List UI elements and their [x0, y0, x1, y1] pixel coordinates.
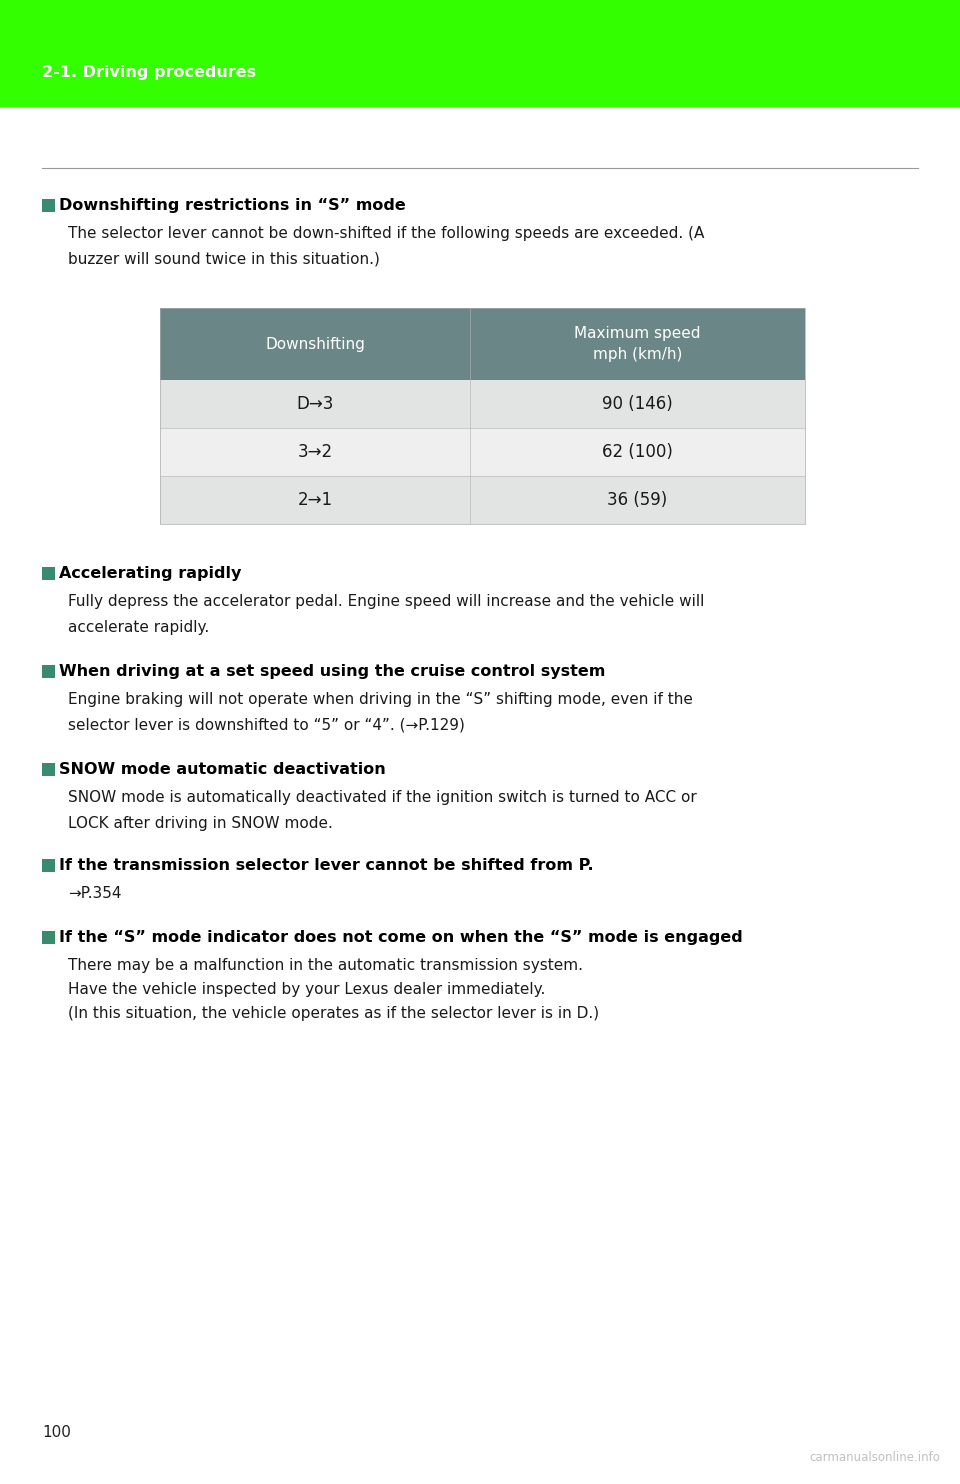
Text: There may be a malfunction in the automatic transmission system.
Have the vehicl: There may be a malfunction in the automa…	[68, 959, 599, 1021]
Bar	[42, 199, 55, 212]
Text: carmanualsonline.info: carmanualsonline.info	[809, 1451, 940, 1465]
Text: 62 (100): 62 (100)	[602, 444, 673, 462]
Text: Maximum speed
mph (km/h): Maximum speed mph (km/h)	[574, 326, 701, 362]
Text: Accelerating rapidly: Accelerating rapidly	[59, 565, 241, 582]
Text: If the “S” mode indicator does not come on when the “S” mode is engaged: If the “S” mode indicator does not come …	[59, 930, 743, 945]
Bar	[42, 665, 55, 678]
Bar	[42, 930, 55, 944]
Text: 2→1: 2→1	[298, 491, 332, 509]
Text: 36 (59): 36 (59)	[608, 491, 667, 509]
Bar	[42, 567, 55, 580]
Text: 2-1. Driving procedures: 2-1. Driving procedures	[42, 65, 256, 80]
Text: The selector lever cannot be down-shifted if the following speeds are exceeded. : The selector lever cannot be down-shifte…	[68, 226, 705, 267]
Text: Fully depress the accelerator pedal. Engine speed will increase and the vehicle : Fully depress the accelerator pedal. Eng…	[68, 594, 705, 635]
Text: If the transmission selector lever cannot be shifted from P.: If the transmission selector lever canno…	[59, 858, 593, 873]
Bar	[42, 859, 55, 873]
Bar	[160, 476, 805, 524]
Text: 3→2: 3→2	[298, 444, 332, 462]
Bar	[0, 0, 960, 107]
Bar	[160, 309, 805, 524]
Bar	[160, 427, 805, 476]
Bar	[160, 380, 805, 427]
Text: →P.354: →P.354	[68, 886, 122, 901]
Bar	[42, 763, 55, 776]
Text: Downshifting restrictions in “S” mode: Downshifting restrictions in “S” mode	[59, 197, 406, 214]
Text: Downshifting: Downshifting	[265, 337, 365, 352]
Text: When driving at a set speed using the cruise control system: When driving at a set speed using the cr…	[59, 663, 606, 680]
Text: Engine braking will not operate when driving in the “S” shifting mode, even if t: Engine braking will not operate when dri…	[68, 692, 693, 733]
Text: SNOW mode is automatically deactivated if the ignition switch is turned to ACC o: SNOW mode is automatically deactivated i…	[68, 789, 697, 831]
Text: SNOW mode automatic deactivation: SNOW mode automatic deactivation	[59, 761, 386, 778]
Text: D→3: D→3	[297, 395, 334, 413]
Text: 90 (146): 90 (146)	[602, 395, 673, 413]
Bar	[160, 309, 805, 380]
Text: 100: 100	[42, 1425, 71, 1439]
